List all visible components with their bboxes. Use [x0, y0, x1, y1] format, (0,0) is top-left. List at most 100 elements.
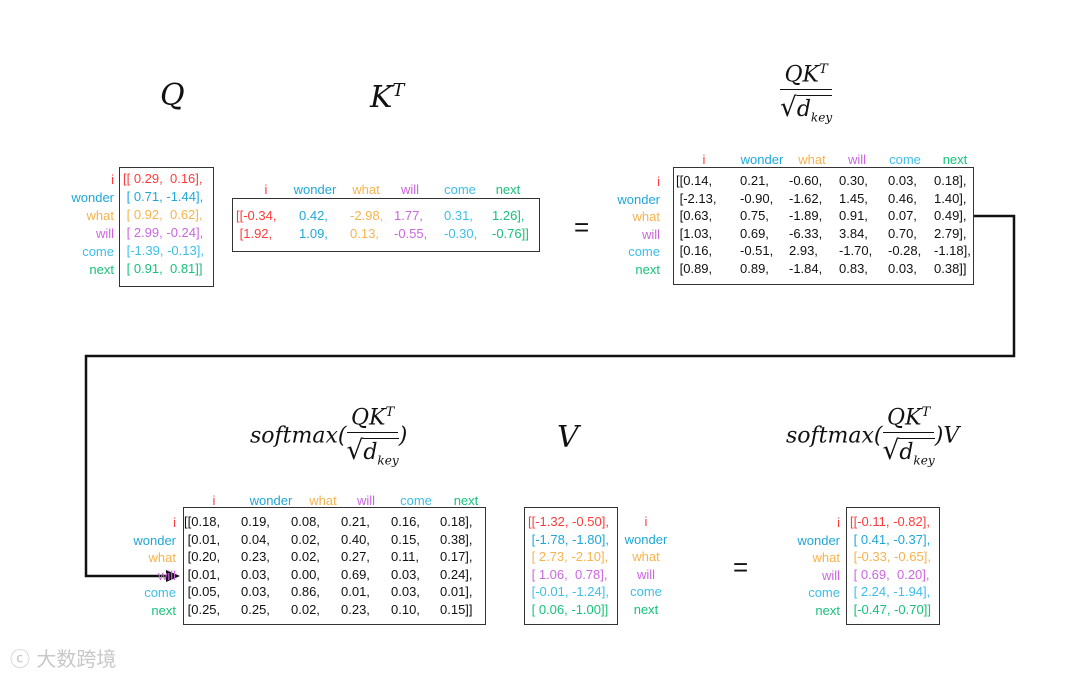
scores-row-label-will: will: [641, 226, 660, 242]
out-row-label-next: next: [815, 603, 840, 618]
scores-cell-3-2: -6.33,: [789, 225, 823, 241]
q-row-wonder: [ 0.71, -1.44],: [123, 189, 204, 204]
softmax-row-label-what: what: [148, 550, 176, 566]
scores-cell-1-2: -1.62,: [789, 190, 823, 206]
scores-cell-2-0: [0.63,: [676, 208, 713, 224]
softmax-cell-1-1: 0.04,: [241, 531, 270, 547]
softmax-col-label-next: next: [453, 493, 479, 508]
softmax-cell-1-5: 0.38],: [440, 531, 473, 547]
softmax-cell-0-2: 0.08,: [291, 514, 320, 529]
softmax-cell-1-3: 0.40,: [341, 531, 370, 547]
scores-box: [673, 167, 974, 285]
v-row-next: [ 0.06, -1.00]]: [528, 602, 609, 617]
scores-cell-5-1: 0.89,: [740, 261, 769, 276]
scores-cell-4-1: -0.51,: [740, 243, 774, 259]
q-row-label-next: next: [89, 262, 114, 277]
scores-cell-1-0: [-2.13,: [676, 190, 717, 206]
softmax-cell-4-3: 0.01,: [341, 584, 370, 600]
softmax-cell-3-5: 0.24],: [440, 566, 473, 582]
softmax-col-label-what: what: [309, 493, 337, 508]
softmax-row-label-next: next: [151, 603, 176, 618]
softmax-row-label-come: come: [144, 585, 176, 601]
softmax-row-label-i: i: [173, 515, 176, 530]
softmax-cell-4-1: 0.03,: [241, 584, 270, 600]
scores-cell-3-4: 0.70,: [888, 225, 917, 241]
kt-col-label-next: next: [495, 182, 521, 197]
scores-cell-4-4: -0.28,: [888, 243, 922, 259]
out-row-label-come: come: [808, 585, 840, 601]
q-row-i: [[ 0.29, 0.16],: [123, 171, 203, 186]
softmax-cell-0-4: 0.16,: [391, 514, 420, 529]
scores-cell-2-5: 0.49],: [934, 208, 967, 224]
out-box: [846, 507, 940, 625]
v-row-label-next: next: [633, 602, 659, 617]
softmax-cell-3-0: [0.01,: [184, 566, 221, 582]
v-row-label-wonder: wonder: [624, 531, 668, 547]
softmax-col-label-wonder: wonder: [249, 493, 293, 508]
softmax-cell-2-3: 0.27,: [341, 549, 370, 565]
out-row-wonder: [ 0.41, -0.37],: [850, 531, 931, 547]
scores-cell-5-0: [0.89,: [676, 261, 713, 276]
scores-row-label-come: come: [628, 244, 660, 260]
scores-cell-1-3: 1.45,: [839, 190, 868, 206]
scores-col-label-what: what: [798, 152, 826, 167]
softmax-cell-2-1: 0.23,: [241, 549, 270, 565]
out-row-i: [[-0.11, -0.82],: [850, 514, 930, 529]
kt-col-label-wonder: wonder: [293, 182, 337, 197]
softmax-cell-5-2: 0.02,: [291, 602, 320, 617]
softmax-formula: softmax( QKT √dkey ): [250, 405, 408, 468]
scores-row-label-what: what: [632, 209, 660, 225]
scores-cell-1-1: -0.90,: [740, 190, 774, 206]
softmax-cell-5-0: [0.25,: [184, 602, 221, 617]
scores-cell-2-1: 0.75,: [740, 208, 769, 224]
scores-cell-0-1: 0.21,: [740, 173, 769, 188]
v-row-label-will: will: [636, 566, 656, 582]
out-row-label-will: will: [821, 567, 840, 583]
softmax-cell-5-5: 0.15]]: [440, 602, 473, 617]
kt-cell-1-5: -0.76]]: [492, 226, 529, 241]
q-box: [119, 167, 214, 287]
scores-cell-3-1: 0.69,: [740, 225, 769, 241]
kt-cell-1-3: -0.55,: [394, 226, 428, 241]
softmax-cell-3-3: 0.69,: [341, 566, 370, 582]
kt-cell-1-2: 0.13,: [350, 226, 379, 241]
kt-cell-1-4: -0.30,: [444, 226, 478, 241]
scores-row-label-wonder: wonder: [617, 191, 660, 207]
softmax-cell-5-1: 0.25,: [241, 602, 270, 617]
q-row-will: [ 2.99, -0.24],: [123, 225, 204, 240]
softmax-col-label-i: i: [212, 493, 216, 508]
scores-col-label-next: next: [942, 152, 968, 167]
softmax-cell-3-4: 0.03,: [391, 566, 420, 582]
softmax-row-label-will: will: [157, 567, 176, 583]
scores-cell-1-4: 0.46,: [888, 190, 917, 206]
output-formula: softmax( QKT √dkey )V: [786, 405, 960, 468]
softmax-cell-1-4: 0.15,: [391, 531, 420, 547]
scores-row-label-next: next: [635, 262, 660, 277]
kt-cell-0-2: -2.98,: [350, 208, 384, 223]
scores-cell-5-3: 0.83,: [839, 261, 868, 276]
kt-cell-0-1: 0.42,: [299, 208, 328, 223]
scores-cell-2-3: 0.91,: [839, 208, 868, 224]
watermark: ⓒ 大数跨境: [10, 647, 117, 671]
scores-cell-4-0: [0.16,: [676, 243, 713, 259]
v-label: V: [557, 420, 579, 455]
watermark-logo-icon: ⓒ: [10, 647, 30, 671]
kt-cell-0-0: [[-0.34,: [236, 208, 277, 223]
softmax-cell-4-0: [0.05,: [184, 584, 221, 600]
v-row-i: [[-1.32, -0.50],: [528, 514, 609, 529]
scores-col-label-i: i: [702, 152, 706, 167]
scores-col-label-come: come: [889, 152, 921, 167]
scores-row-label-i: i: [657, 174, 660, 189]
q-label: Q: [160, 78, 185, 113]
softmax-cell-1-2: 0.02,: [291, 531, 320, 547]
out-row-label-wonder: wonder: [797, 532, 840, 548]
q-row-label-what: what: [86, 208, 114, 223]
kt-col-label-i: i: [264, 182, 268, 197]
out-row-come: [ 2.24, -1.94],: [850, 584, 931, 600]
v-row-label-come: come: [630, 584, 662, 600]
kt-col-label-will: will: [400, 182, 420, 197]
out-row-label-what: what: [812, 550, 840, 566]
kt-cell-1-1: 1.09,: [299, 226, 328, 241]
scores-cell-4-5: -1.18],: [934, 243, 971, 259]
softmax-cell-0-1: 0.19,: [241, 514, 270, 529]
